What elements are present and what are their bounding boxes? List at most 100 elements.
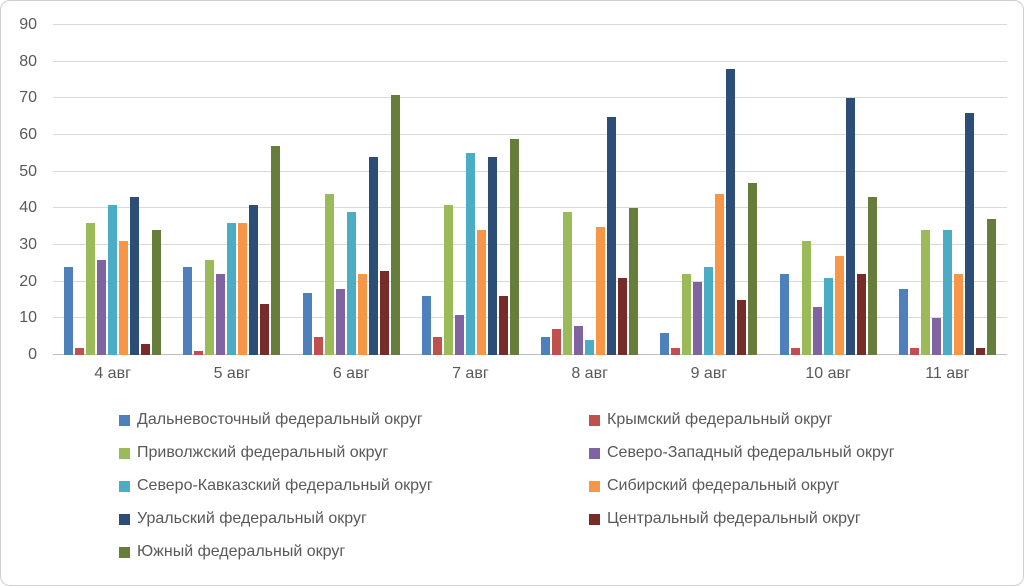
- bar: [801, 241, 811, 355]
- bar: [498, 296, 508, 355]
- legend-item: Крымский федеральный округ: [589, 409, 895, 431]
- bar: [898, 289, 908, 355]
- bar: [249, 204, 259, 355]
- bar: [909, 347, 919, 355]
- legend-item: Южный федеральный округ: [119, 541, 589, 563]
- bar: [715, 193, 725, 355]
- bar: [867, 197, 877, 355]
- y-tick-label: 60: [19, 126, 37, 144]
- bar: [660, 333, 670, 355]
- legend-swatch-icon: [119, 447, 130, 459]
- bar: [443, 204, 453, 355]
- x-tick-label: 11 авг: [925, 365, 970, 382]
- bar-group-4-авг: [53, 25, 172, 355]
- gridline: [53, 207, 1007, 209]
- bar: [346, 212, 356, 355]
- legend-item: Дальневосточный федеральный округ: [119, 409, 589, 431]
- legend-swatch-icon: [119, 513, 130, 525]
- legend-swatch-icon: [589, 414, 600, 426]
- x-tick-label: 7 авг: [452, 365, 489, 382]
- bar: [552, 329, 562, 355]
- bar: [141, 344, 151, 355]
- bar: [856, 274, 866, 355]
- y-tick-label: 20: [19, 272, 37, 290]
- y-tick-label: 0: [28, 346, 37, 363]
- legend-label: Северо-Западный федеральный округ: [607, 444, 895, 461]
- bar: [596, 226, 606, 355]
- bar: [812, 307, 822, 355]
- y-tick-label: 10: [19, 309, 37, 327]
- gridline: [53, 60, 1007, 62]
- legend-swatch-icon: [589, 480, 600, 492]
- legend-item: Северо-Кавказский федеральный округ: [119, 475, 589, 497]
- bar: [238, 223, 248, 355]
- bar: [574, 325, 584, 355]
- legend-label: Южный федеральный округ: [137, 543, 346, 560]
- bar: [97, 259, 107, 355]
- y-tick-label: 30: [19, 236, 37, 254]
- legend-item: Северо-Западный федеральный округ: [589, 442, 895, 464]
- legend-item: Приволжский федеральный округ: [119, 442, 589, 464]
- bar: [986, 219, 996, 355]
- x-axis-line: [53, 354, 1007, 355]
- legend-label: Крымский федеральный округ: [607, 411, 833, 428]
- gridline: [53, 170, 1007, 172]
- legend-swatch-icon: [119, 414, 130, 426]
- gridline: [53, 317, 1007, 319]
- bar: [563, 212, 573, 355]
- bar: [585, 340, 595, 355]
- bar: [748, 182, 758, 355]
- x-axis: 4 авг 5 авг 6 авг 7 авг 8 авг 9 авг 10 авг 11 а…: [53, 365, 1007, 383]
- bar: [152, 230, 162, 355]
- bar: [737, 300, 747, 355]
- legend-item: Центральный федеральный округ: [589, 508, 895, 530]
- gridline: [53, 97, 1007, 99]
- x-tick-label: 5 авг: [213, 365, 251, 382]
- bar: [953, 274, 963, 355]
- bar-group-6-авг: [292, 25, 411, 355]
- legend: Дальневосточный федеральный округ Крымски…: [119, 409, 895, 563]
- bar: [476, 230, 486, 355]
- bar: [335, 289, 345, 355]
- bar: [834, 256, 844, 355]
- bar: [726, 69, 736, 355]
- y-tick-label: 90: [19, 16, 37, 33]
- bar: [779, 274, 789, 355]
- legend-label: Центральный федеральный округ: [607, 510, 861, 527]
- legend-swatch-icon: [119, 546, 130, 558]
- bar: [227, 223, 237, 355]
- legend-swatch-icon: [589, 447, 600, 459]
- bar: [704, 267, 714, 355]
- bar: [205, 259, 215, 355]
- bar: [487, 157, 497, 355]
- gridline: [53, 134, 1007, 135]
- bar: [964, 113, 974, 355]
- bar: [618, 278, 628, 355]
- gridline: [53, 24, 1007, 25]
- legend-label: Приволжский федеральный округ: [137, 444, 389, 461]
- legend-swatch-icon: [119, 480, 130, 492]
- bar: [693, 281, 703, 355]
- bar: [432, 336, 442, 355]
- bar: [671, 347, 681, 355]
- legend-label: Сибирский федеральный округ: [607, 477, 840, 494]
- bar: [629, 208, 639, 355]
- bar-group-11-авг: [888, 25, 1007, 355]
- bar: [271, 146, 281, 355]
- bar: [845, 98, 855, 355]
- bar-series-container: [53, 25, 1007, 355]
- x-tick-label: 6 авг: [332, 365, 370, 382]
- y-tick-label: 70: [19, 89, 37, 107]
- x-tick-label: 10 авг: [805, 365, 851, 382]
- gridline: [53, 280, 1007, 282]
- legend-item: Сибирский федеральный округ: [589, 475, 895, 497]
- bar-group-8-авг: [530, 25, 649, 355]
- bar: [541, 336, 551, 355]
- bar: [931, 318, 941, 355]
- bar: [357, 274, 367, 355]
- bar: [368, 157, 378, 355]
- bar: [302, 292, 312, 355]
- bar: [260, 303, 270, 355]
- bar-group-7-авг: [411, 25, 530, 355]
